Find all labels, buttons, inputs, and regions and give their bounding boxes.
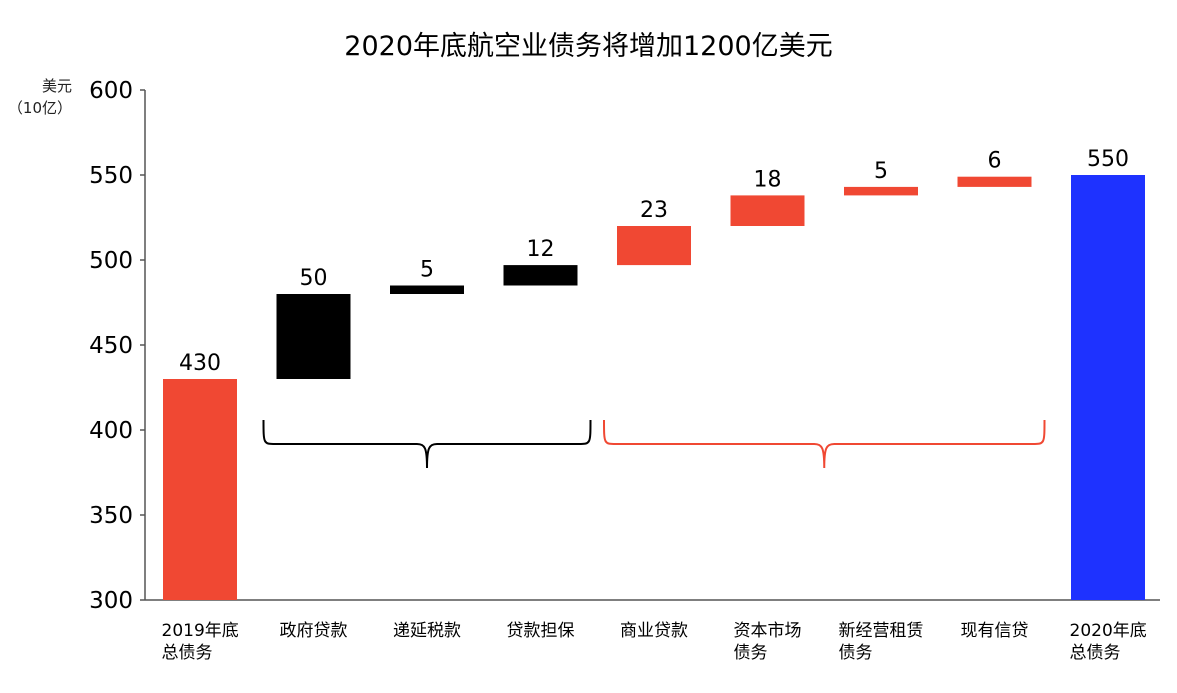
- bar-5: [730, 195, 805, 226]
- data-label: 550: [1087, 147, 1129, 172]
- data-label: 5: [420, 258, 434, 283]
- bar-7: [957, 176, 1032, 187]
- x-tick-label: 资本市场 债务: [733, 621, 802, 663]
- data-label: 6: [988, 149, 1002, 174]
- x-tick-label: 政府贷款: [279, 621, 348, 641]
- chart-title: 2020年底航空业债务将增加1200亿美元: [344, 31, 833, 62]
- y-tick-label: 350: [89, 503, 133, 529]
- data-label: 430: [179, 351, 221, 376]
- bar-8: [1071, 175, 1145, 600]
- x-tick-label: 新经营租赁 债务: [838, 621, 924, 663]
- data-label: 23: [640, 198, 668, 223]
- x-tick-label: 递延税款: [393, 621, 461, 641]
- bar-6: [844, 186, 918, 196]
- y-tick-label: 300: [89, 588, 133, 614]
- data-label: 12: [527, 237, 555, 262]
- y-axis-label: 美元 （10亿）: [7, 77, 72, 117]
- data-label: 50: [300, 266, 328, 291]
- bar-4: [617, 226, 691, 266]
- x-tick-label: 商业贷款: [620, 621, 688, 641]
- bar-1: [276, 294, 351, 379]
- bar-3: [503, 265, 578, 286]
- bar-2: [390, 285, 464, 294]
- group-brace-0: [262, 419, 592, 469]
- group-brace-1: [603, 419, 1046, 469]
- bar-0: [163, 379, 237, 600]
- x-tick-label: 贷款担保: [506, 621, 575, 641]
- y-tick-label: 500: [89, 248, 133, 274]
- y-tick-label: 400: [89, 418, 133, 444]
- data-label: 5: [874, 159, 888, 184]
- y-tick-label: 450: [89, 333, 133, 359]
- x-tick-label: 现有信贷: [960, 621, 1029, 641]
- x-tick-label: 2019年底 总债务: [161, 621, 239, 663]
- y-tick-label: 600: [89, 78, 133, 104]
- x-tick-label: 2020年底 总债务: [1069, 621, 1147, 663]
- y-tick-label: 550: [89, 163, 133, 189]
- data-label: 18: [754, 167, 782, 192]
